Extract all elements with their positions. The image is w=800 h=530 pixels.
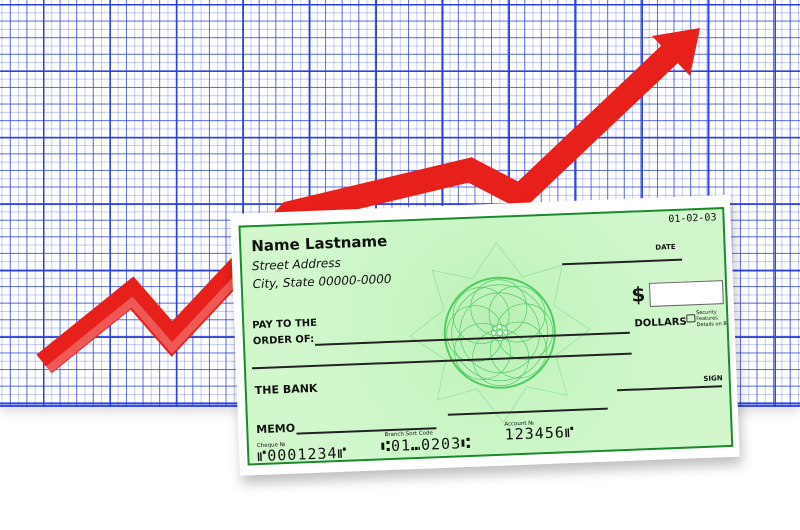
cheque-card: 01-02-03 Name Lastname Street Address Ci…	[230, 194, 740, 476]
security-rosette	[409, 242, 591, 424]
arrow-highlight	[45, 219, 293, 374]
bank-name: THE BANK	[254, 381, 318, 398]
account-holder-name: Name Lastname	[250, 231, 388, 256]
date-label: DATE	[655, 242, 676, 252]
order-of-label: ORDER OF:	[252, 333, 315, 348]
cheque-number-date: 01-02-03	[668, 212, 717, 226]
dollars-label: DOLLARS	[634, 316, 687, 330]
dollar-sign: $	[630, 282, 646, 307]
account-no: 123456⑈	[504, 422, 576, 444]
amount-box[interactable]	[648, 280, 724, 307]
memo-label: MEMO	[256, 421, 296, 437]
signature-line[interactable]	[617, 385, 722, 391]
city-state: City, State 00000-0000	[252, 271, 392, 292]
sign-label: SIGN	[703, 374, 723, 383]
pay-to-label: PAY TO THE	[252, 317, 318, 332]
security-note: Security Features Details on Back	[696, 309, 734, 329]
blank-cheque: 01-02-03 Name Lastname Street Address Ci…	[238, 207, 734, 466]
cheque-no: ⑈0001234⑈	[256, 443, 348, 466]
arrow-head	[652, 28, 700, 76]
sort-code: ⑆01⑉0203⑆	[380, 433, 472, 456]
street-address: Street Address	[251, 255, 342, 274]
